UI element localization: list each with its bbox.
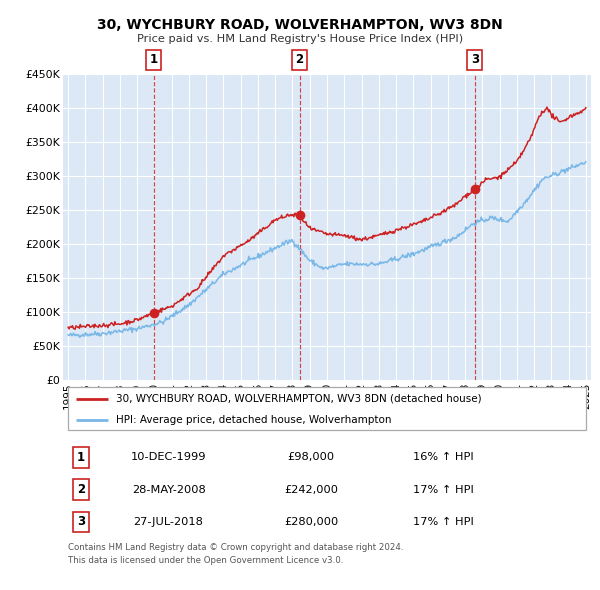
- Text: 16% ↑ HPI: 16% ↑ HPI: [413, 453, 473, 462]
- FancyBboxPatch shape: [68, 387, 586, 430]
- Text: 27-JUL-2018: 27-JUL-2018: [134, 517, 203, 527]
- Text: 17% ↑ HPI: 17% ↑ HPI: [413, 517, 473, 527]
- Text: 17% ↑ HPI: 17% ↑ HPI: [413, 484, 473, 494]
- Text: 3: 3: [471, 53, 479, 66]
- Text: HPI: Average price, detached house, Wolverhampton: HPI: Average price, detached house, Wolv…: [116, 415, 391, 425]
- Text: 2: 2: [77, 483, 85, 496]
- Text: 30, WYCHBURY ROAD, WOLVERHAMPTON, WV3 8DN: 30, WYCHBURY ROAD, WOLVERHAMPTON, WV3 8D…: [97, 18, 503, 32]
- Text: 30, WYCHBURY ROAD, WOLVERHAMPTON, WV3 8DN (detached house): 30, WYCHBURY ROAD, WOLVERHAMPTON, WV3 8D…: [116, 394, 481, 404]
- Text: 1: 1: [149, 53, 158, 66]
- Text: 28-MAY-2008: 28-MAY-2008: [132, 484, 205, 494]
- Text: Price paid vs. HM Land Registry's House Price Index (HPI): Price paid vs. HM Land Registry's House …: [137, 34, 463, 44]
- Text: £242,000: £242,000: [284, 484, 338, 494]
- Text: 2: 2: [296, 53, 304, 66]
- Text: Contains HM Land Registry data © Crown copyright and database right 2024.
This d: Contains HM Land Registry data © Crown c…: [68, 543, 404, 565]
- Text: £98,000: £98,000: [287, 453, 335, 462]
- Text: 1: 1: [77, 451, 85, 464]
- Text: £280,000: £280,000: [284, 517, 338, 527]
- Text: 3: 3: [77, 515, 85, 529]
- Text: 10-DEC-1999: 10-DEC-1999: [131, 453, 206, 462]
